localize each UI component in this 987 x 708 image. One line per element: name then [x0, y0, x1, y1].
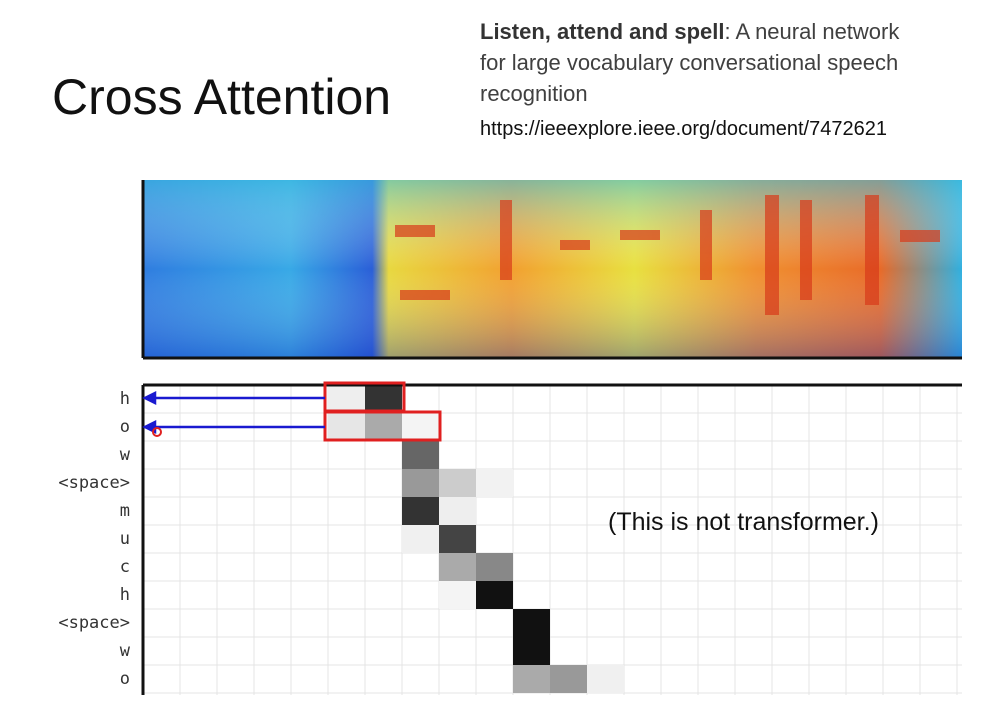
row-label: w — [120, 445, 131, 465]
paper-subtitle: : A neural network for large vocabulary … — [480, 19, 900, 106]
row-label: <space> — [58, 613, 130, 633]
cursor — [152, 427, 162, 437]
row-label: o — [120, 669, 130, 689]
attention-grid — [142, 384, 962, 695]
row-label: h — [120, 389, 130, 409]
row-label: h — [120, 585, 130, 605]
reference-url: https://ieeexplore.ieee.org/document/747… — [480, 118, 887, 140]
row-label: u — [120, 529, 130, 549]
row-label: <space> — [58, 473, 130, 493]
slide-title: Cross Attention — [52, 69, 392, 125]
arrows — [142, 390, 325, 435]
row-label: o — [120, 417, 130, 437]
note: (This is not transformer.) — [608, 508, 879, 536]
reference: Listen, attend and spell: A neural netwo… — [480, 16, 900, 109]
row-label: c — [120, 557, 130, 577]
attention-cells — [328, 385, 624, 693]
row-label: m — [120, 501, 130, 521]
row-label: w — [120, 641, 131, 661]
spectrogram — [141, 180, 962, 360]
paper-title: Listen, attend and spell — [480, 19, 725, 44]
